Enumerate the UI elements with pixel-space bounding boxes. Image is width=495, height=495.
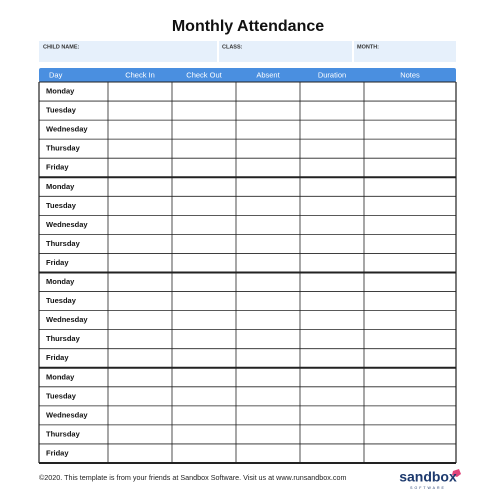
day-label: Friday: [46, 163, 69, 172]
day-label: Thursday: [46, 429, 81, 438]
day-label: Monday: [46, 182, 75, 191]
column-header: Check In: [125, 70, 155, 79]
day-label: Thursday: [46, 144, 81, 153]
info-label: CLASS:: [222, 44, 243, 50]
day-label: Monday: [46, 372, 75, 381]
day-label: Thursday: [46, 334, 81, 343]
logo-icon: [452, 469, 461, 477]
day-label: Thursday: [46, 239, 81, 248]
day-label: Wednesday: [46, 220, 88, 229]
column-header: Day: [49, 70, 63, 79]
day-label: Wednesday: [46, 315, 88, 324]
day-label: Monday: [46, 87, 75, 96]
day-label: Wednesday: [46, 125, 88, 134]
column-header: Absent: [256, 70, 280, 79]
footer-text: ©2020. This template is from your friend…: [39, 473, 346, 482]
day-label: Monday: [46, 277, 75, 286]
day-label: Wednesday: [46, 410, 88, 419]
table-header: [39, 68, 456, 82]
day-label: Tuesday: [46, 296, 77, 305]
info-label: CHILD NAME:: [43, 44, 80, 50]
column-header: Duration: [318, 70, 346, 79]
column-header: Notes: [400, 70, 420, 79]
day-label: Tuesday: [46, 391, 77, 400]
day-label: Friday: [46, 258, 69, 267]
info-label: MONTH:: [357, 44, 379, 50]
logo-tagline: SOFTWARE: [410, 486, 446, 490]
day-label: Friday: [46, 353, 69, 362]
day-label: Tuesday: [46, 201, 77, 210]
day-label: Friday: [46, 448, 69, 457]
column-header: Check Out: [186, 70, 222, 79]
day-label: Tuesday: [46, 106, 77, 115]
info-band: [39, 41, 456, 62]
title: Monthly Attendance: [172, 18, 324, 35]
logo-name: sandbox: [399, 469, 457, 485]
